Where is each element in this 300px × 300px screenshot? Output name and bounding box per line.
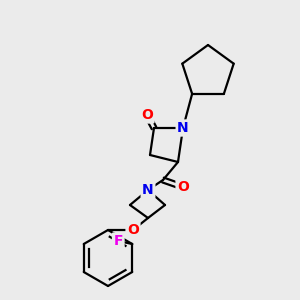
Text: F: F: [113, 234, 123, 248]
Text: N: N: [177, 121, 189, 135]
Text: O: O: [141, 108, 153, 122]
Text: O: O: [177, 180, 189, 194]
Text: N: N: [142, 183, 154, 197]
Text: O: O: [127, 223, 139, 237]
